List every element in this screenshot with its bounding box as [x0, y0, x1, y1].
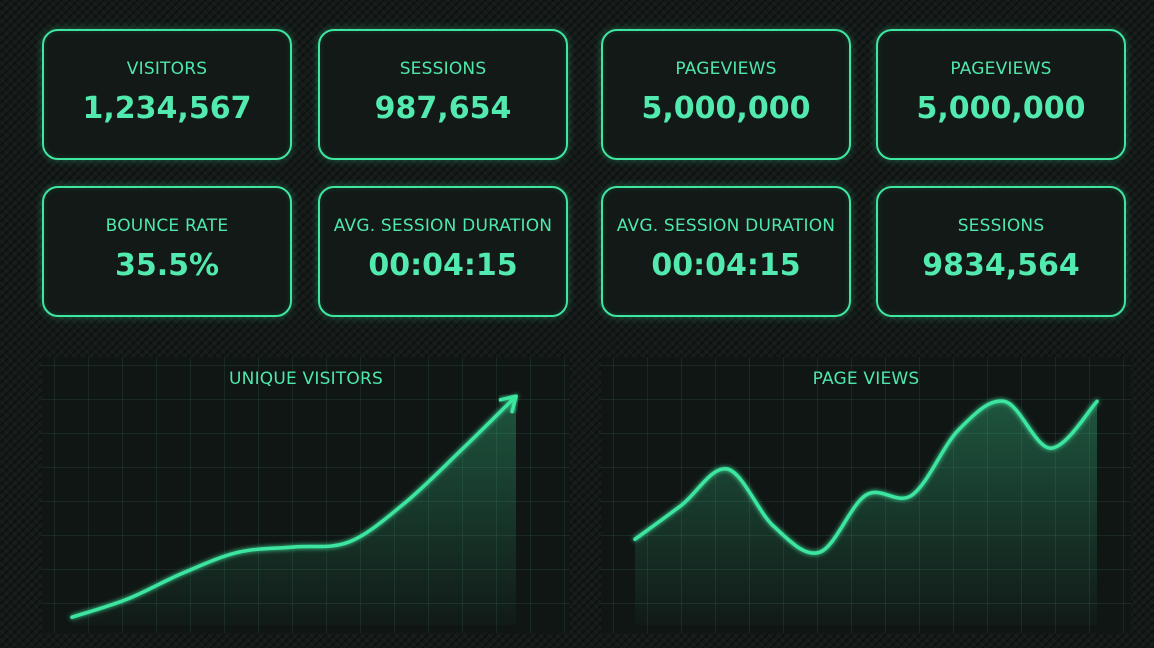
data-point	[910, 493, 914, 497]
data-point	[181, 571, 185, 575]
card-value: 9834,564	[922, 248, 1080, 283]
card-value: 35.5%	[114, 248, 220, 283]
card-value: 1,234,567	[82, 91, 252, 126]
data-point	[818, 550, 822, 554]
card-label: BOUNCE RATE	[105, 216, 229, 236]
card-label: PAGEVIEWS	[950, 59, 1052, 79]
data-point	[633, 537, 637, 541]
data-point	[70, 615, 74, 619]
card-value: 5,000,000	[641, 91, 811, 126]
data-point	[292, 545, 296, 549]
card-label: SESSIONS	[957, 216, 1045, 236]
chart-title: PAGE VIEWS	[812, 369, 920, 389]
data-point	[772, 524, 776, 528]
series-line	[70, 394, 518, 619]
data-point	[125, 597, 130, 601]
card-pageviews: PAGEVIEWS 5,000,000	[601, 29, 851, 160]
data-point	[1003, 399, 1007, 403]
area-fill	[72, 396, 516, 625]
card-pageviews-2: PAGEVIEWS 5,000,000	[876, 29, 1126, 160]
area-fill	[635, 401, 1097, 625]
unique-visitors-chart: UNIQUE VISITORS	[42, 357, 570, 633]
trend-arrow-icon	[498, 394, 518, 414]
card-label: AVG. SESSION DURATION	[333, 216, 553, 236]
card-value: 00:04:15	[651, 248, 801, 283]
card-avg-session-duration-2: AVG. SESSION DURATION 00:04:15	[601, 186, 851, 317]
card-sessions: SESSIONS 987,654	[318, 29, 568, 160]
data-point	[458, 449, 463, 453]
card-label: AVG. SESSION DURATION	[616, 216, 836, 236]
data-point	[236, 550, 241, 554]
data-point	[1095, 399, 1099, 403]
card-sessions-2: SESSIONS 9834,564	[876, 186, 1126, 317]
data-point	[725, 467, 729, 471]
unique-visitors-plot	[70, 394, 518, 625]
card-value: 5,000,000	[916, 91, 1086, 126]
card-label: SESSIONS	[399, 59, 487, 79]
card-visitors: VISITORS 1,234,567	[42, 29, 292, 160]
data-point	[864, 493, 868, 497]
page-views-plot	[633, 399, 1099, 625]
card-value: 987,654	[374, 91, 512, 126]
card-label: PAGEVIEWS	[675, 59, 777, 79]
card-label: VISITORS	[126, 59, 208, 79]
data-point	[679, 503, 683, 507]
data-point	[956, 428, 960, 432]
card-avg-session-duration: AVG. SESSION DURATION 00:04:15	[318, 186, 568, 317]
data-point	[347, 540, 352, 544]
card-bounce-rate: BOUNCE RATE 35.5%	[42, 186, 292, 317]
page-views-chart: PAGE VIEWS	[601, 357, 1131, 633]
data-point	[403, 501, 407, 505]
data-point	[1049, 446, 1053, 450]
card-value: 00:04:15	[368, 248, 518, 283]
chart-title: UNIQUE VISITORS	[229, 369, 383, 389]
